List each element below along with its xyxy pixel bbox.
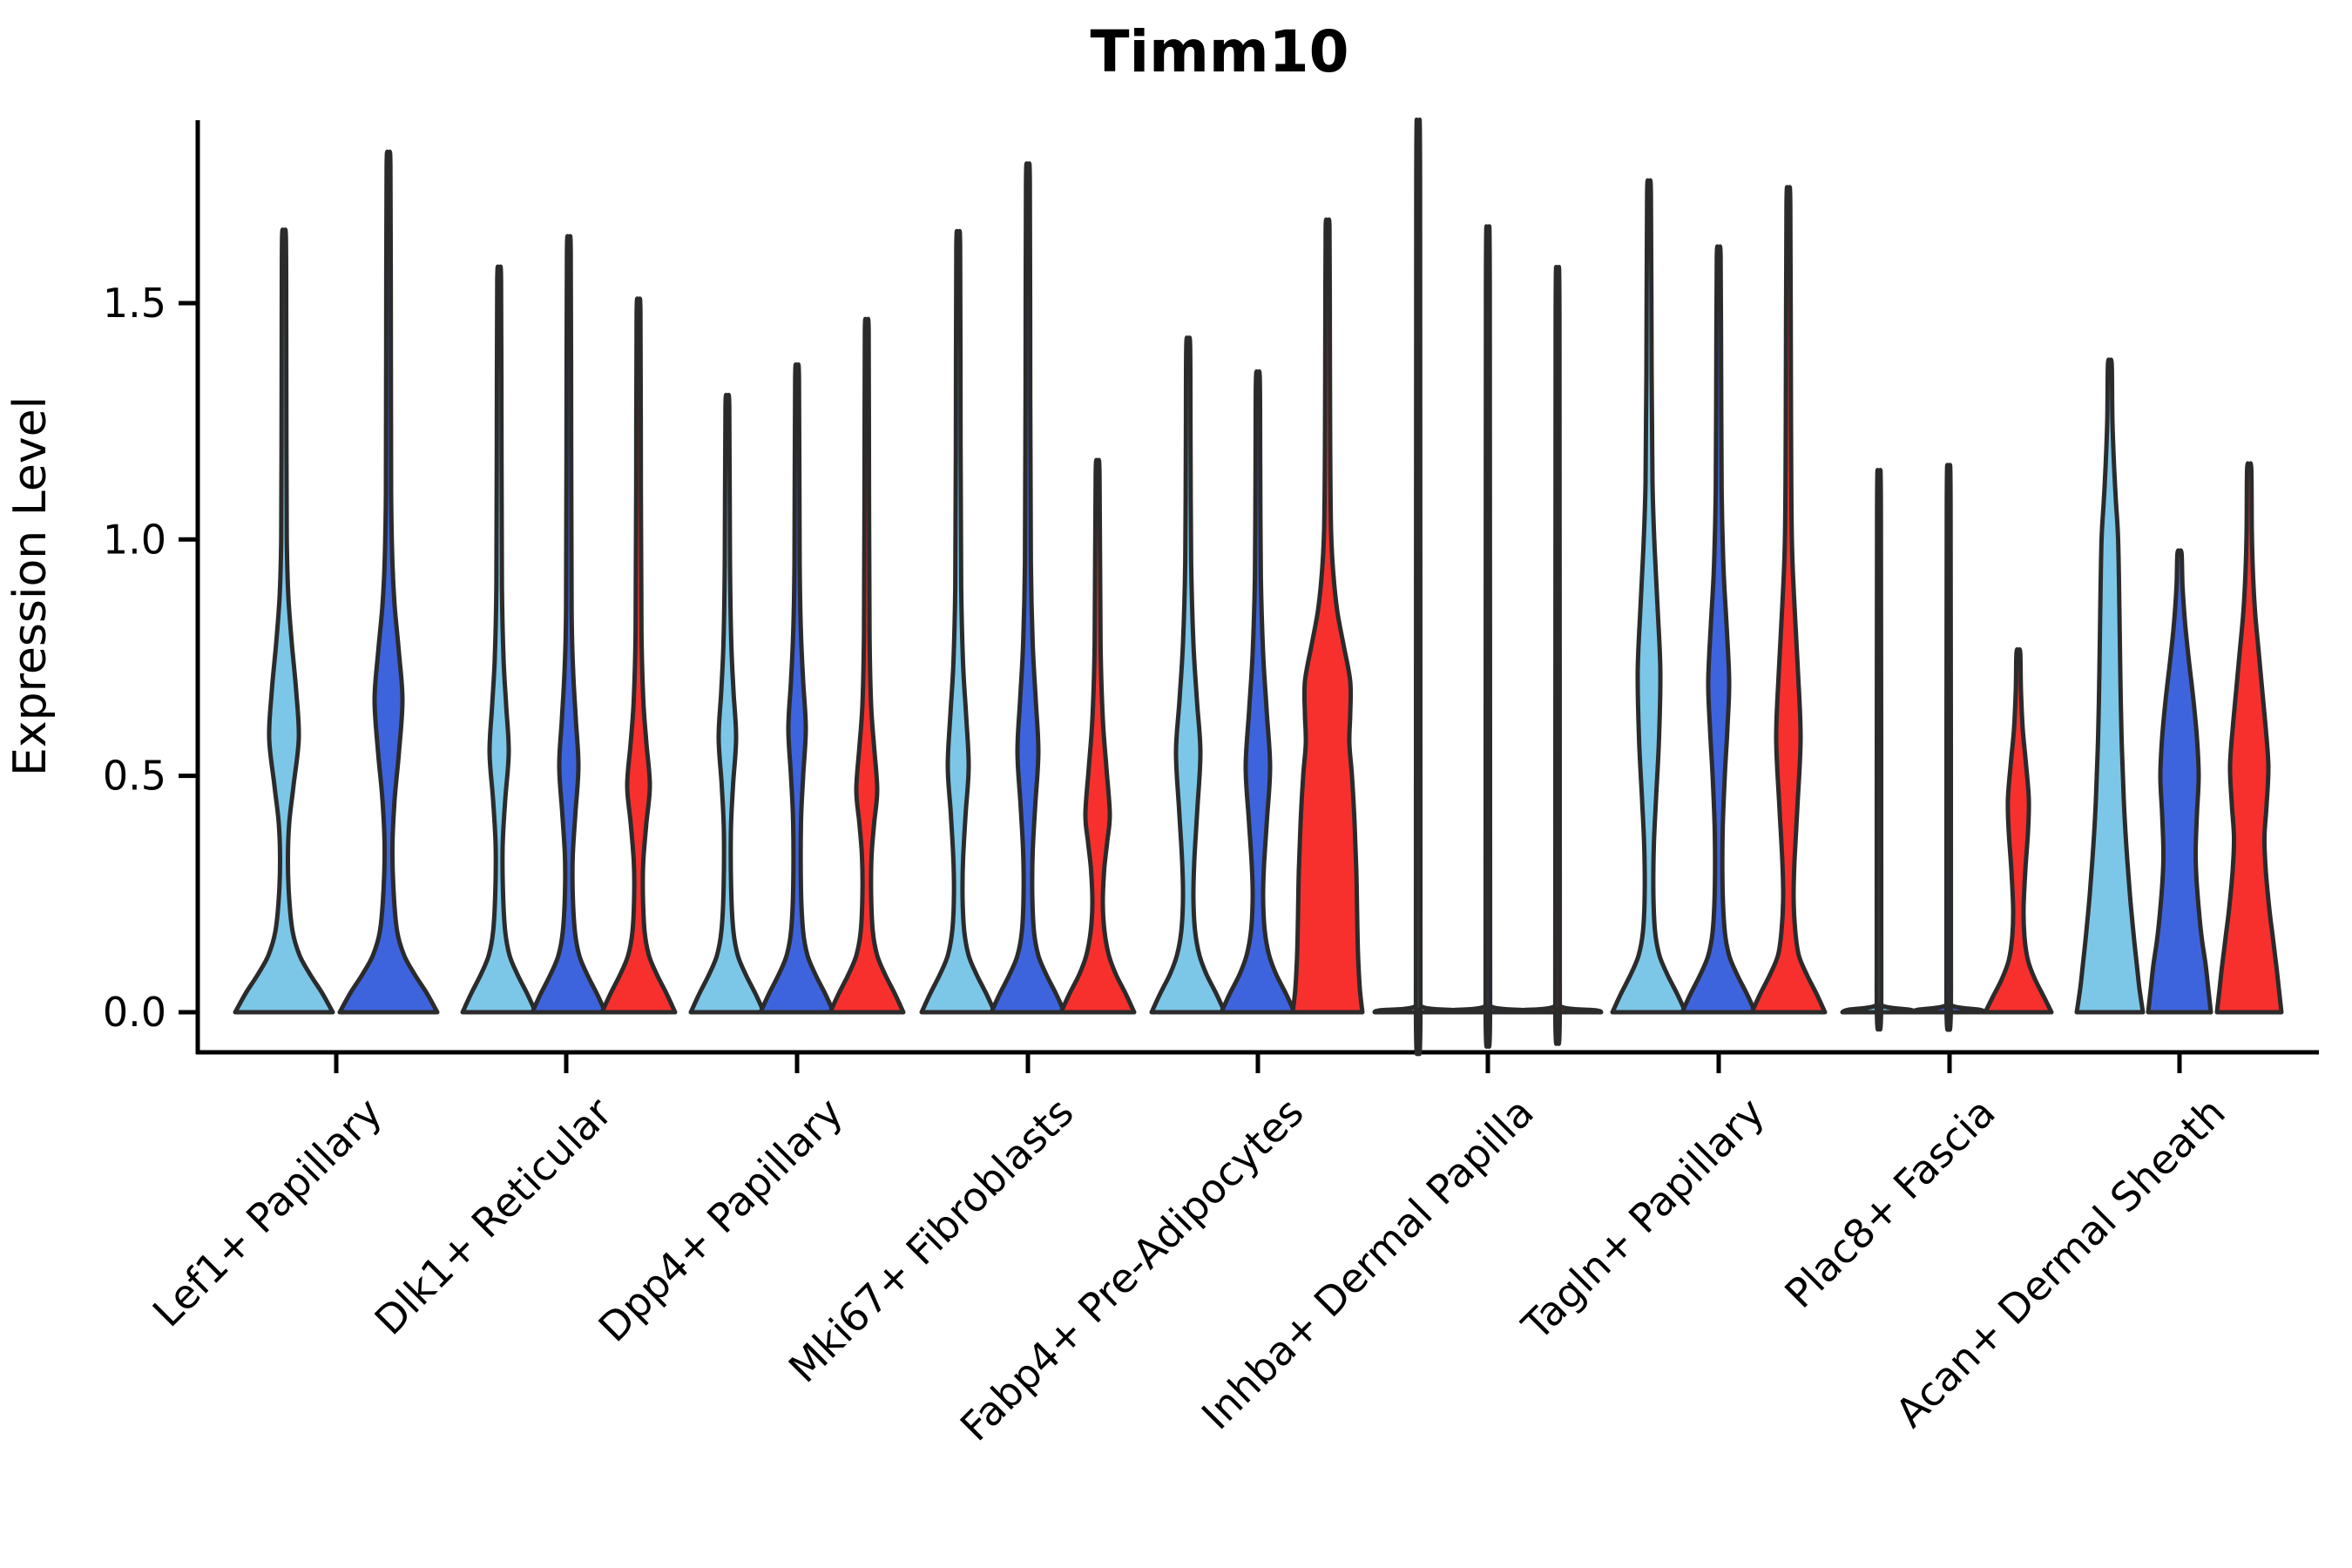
violin-red	[1058, 457, 1137, 1015]
violin-blue	[1680, 244, 1758, 1015]
violin-lightblue	[1840, 468, 1918, 1032]
violin-lightblue	[1149, 335, 1227, 1015]
chart-title: Timm10	[1090, 18, 1348, 85]
violin-lightblue	[919, 228, 997, 1015]
y-axis-label: Expression Level	[4, 396, 57, 776]
violin-blue	[989, 161, 1067, 1015]
violin-blue	[1219, 368, 1297, 1015]
violin-lightblue	[233, 227, 335, 1015]
violin-blue	[530, 233, 608, 1015]
violin-red	[1749, 185, 1828, 1015]
violin-red	[599, 296, 678, 1015]
violin-lightblue	[1372, 117, 1464, 1057]
violin-red	[2214, 461, 2284, 1015]
x-tick-label: Dlk1+ Reticular	[366, 1089, 621, 1344]
x-tick-label: Dpp4+ Papillary	[590, 1089, 852, 1351]
y-tick-label: 1.0	[103, 516, 166, 563]
violin-lightblue	[2074, 357, 2146, 1015]
violin-red	[1290, 217, 1365, 1015]
x-tick-label: Plac8+ Fascia	[1775, 1089, 2004, 1317]
violin-blue	[337, 149, 440, 1015]
violin-lightblue	[460, 264, 538, 1015]
violin-blue	[758, 362, 836, 1015]
violin-blue	[2146, 548, 2213, 1015]
y-tick-label: 1.5	[103, 280, 166, 327]
violin-red	[828, 316, 906, 1015]
y-tick-label: 0.0	[103, 989, 166, 1036]
violin-red	[1511, 265, 1604, 1046]
violin-blue	[1909, 463, 1988, 1032]
violin-lightblue	[688, 392, 767, 1015]
violin-blue	[1442, 224, 1534, 1049]
x-tick-label: Lef1+ Papillary	[144, 1089, 391, 1336]
x-tick-label: Tagln+ Papillary	[1512, 1089, 1774, 1350]
violin-lightblue	[1610, 178, 1688, 1015]
violin-red	[1983, 647, 2054, 1015]
y-tick-label: 0.5	[103, 753, 166, 800]
